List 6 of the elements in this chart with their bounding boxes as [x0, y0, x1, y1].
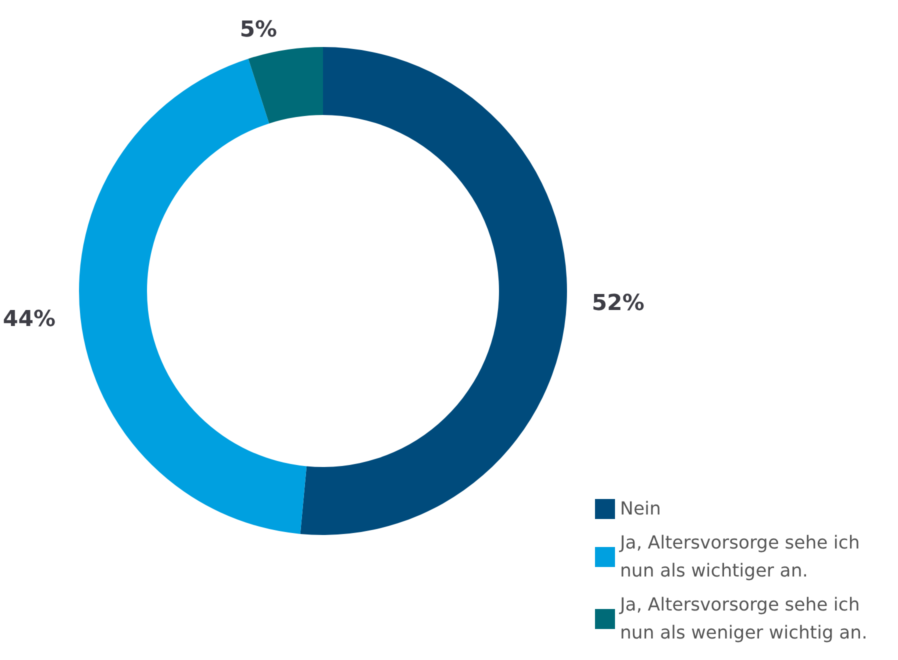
legend-label: Nein [620, 498, 661, 520]
data-label: 5% [240, 18, 278, 43]
data-label: 52% [592, 290, 644, 316]
legend-label: Ja, Altersvorsorge sehe ich nun als wichtiger an. [619, 532, 866, 582]
legend-label: Ja, Altersvorsorge sehe ich nun als weniger wichtig an. [619, 594, 868, 644]
data-label: 44% [2, 307, 56, 332]
